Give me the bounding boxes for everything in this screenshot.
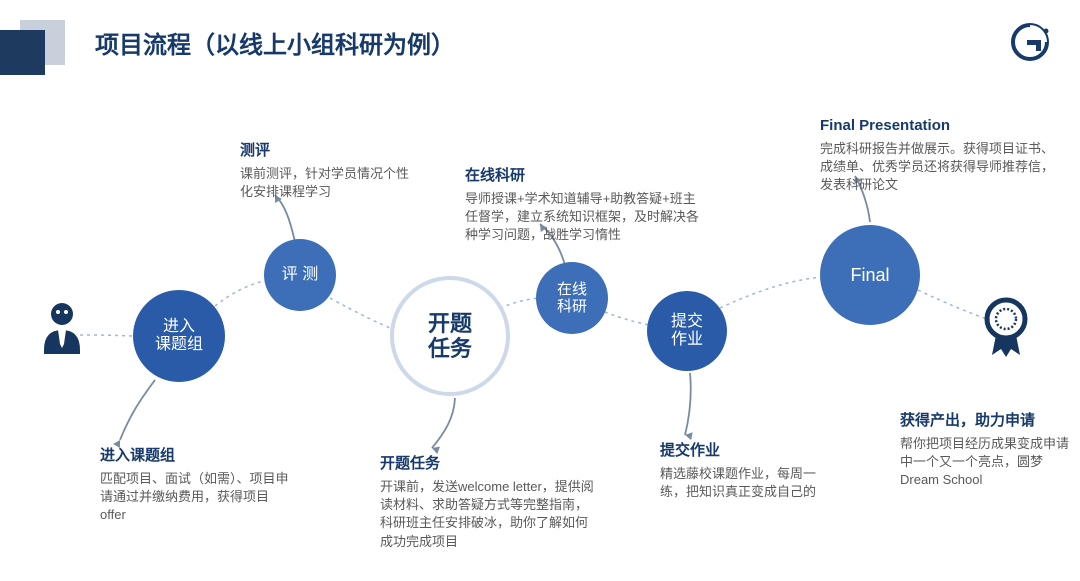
desc-body: 完成科研报告并做展示。获得项目证书、成绩单、优秀学员还将获得导师推荐信，发表科研… [820, 140, 1060, 195]
process-node-n3: 开题任务 [390, 276, 510, 396]
desc-d7: 获得产出，助力申请帮你把项目经历成果变成申请中一个又一个亮点，圆梦Dream S… [900, 410, 1070, 490]
brand-logo [1010, 22, 1050, 62]
desc-d2: 测评课前测评，针对学员情况个性化安排课程学习 [240, 140, 420, 201]
desc-d1: 进入课题组匹配项目、面试（如需）、项目申请通过并缴纳费用，获得项目offer [100, 445, 290, 525]
desc-d4: 在线科研导师授课+学术知道辅导+助教答疑+班主任督学，建立系统知识框架，及时解决… [465, 165, 705, 245]
desc-title: 进入课题组 [100, 445, 290, 466]
desc-title: 获得产出，助力申请 [900, 410, 1070, 431]
award-icon [978, 295, 1034, 370]
page-title: 项目流程（以线上小组科研为例） [95, 25, 455, 60]
desc-title: 开题任务 [380, 453, 600, 474]
desc-body: 开课前，发送welcome letter，提供阅读材料、求助答疑方式等完整指南，… [380, 478, 600, 551]
process-node-n2: 评 测 [264, 239, 336, 311]
desc-d3: 开题任务开课前，发送welcome letter，提供阅读材料、求助答疑方式等完… [380, 453, 600, 551]
desc-d5: 提交作业精选藤校课题作业，每周一练，把知识真正变成自己的 [660, 440, 840, 501]
desc-body: 帮你把项目经历成果变成申请中一个又一个亮点，圆梦Dream School [900, 435, 1070, 490]
desc-body: 精选藤校课题作业，每周一练，把知识真正变成自己的 [660, 465, 840, 501]
desc-body: 课前测评，针对学员情况个性化安排课程学习 [240, 165, 420, 201]
process-node-n1: 进入课题组 [133, 290, 225, 382]
desc-body: 导师授课+学术知道辅导+助教答疑+班主任督学，建立系统知识框架，及时解决各种学习… [465, 190, 705, 245]
process-node-n5: 提交作业 [647, 291, 727, 371]
person-icon [40, 300, 84, 365]
desc-body: 匹配项目、面试（如需）、项目申请通过并缴纳费用，获得项目offer [100, 470, 290, 525]
desc-title: 提交作业 [660, 440, 840, 461]
process-node-n4: 在线科研 [536, 262, 608, 334]
desc-title: 测评 [240, 140, 420, 161]
desc-d6: Final Presentation 完成科研报告并做展示。获得项目证书、成绩单、… [820, 115, 1060, 195]
desc-title: Final Presentation [820, 115, 1060, 136]
header-accent-block-dark [0, 30, 45, 75]
process-node-n6: Final [820, 225, 920, 325]
desc-title: 在线科研 [465, 165, 705, 186]
